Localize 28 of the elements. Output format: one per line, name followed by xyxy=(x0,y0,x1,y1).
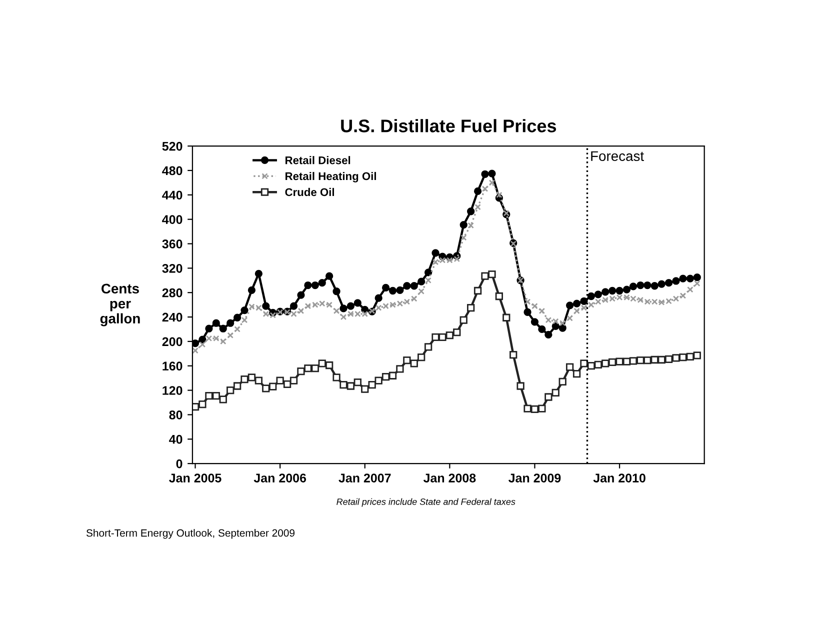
y-tick-label: 240 xyxy=(162,312,182,322)
y-tick-label: 520 xyxy=(162,142,182,151)
x-tick-label: Jan 2008 xyxy=(423,474,476,482)
y-tick-label: 40 xyxy=(169,434,182,444)
y-tick-label: 0 xyxy=(176,459,182,468)
legend-label: Retail Heating Oil xyxy=(286,172,376,182)
y-tick-label: 320 xyxy=(162,264,182,273)
y-tick-label: 360 xyxy=(162,240,182,248)
y-tick-label: 440 xyxy=(162,190,182,200)
x-tick-label: Jan 2006 xyxy=(254,474,306,482)
y-tick-label: 80 xyxy=(169,410,182,420)
chart-title: U.S. Distillate Fuel Prices xyxy=(341,119,556,132)
y-tick-label: 480 xyxy=(162,166,182,176)
y-tick-label: 160 xyxy=(162,362,182,371)
y-tick-label: 120 xyxy=(162,386,182,395)
text: Retail prices include State and Federal taxes xyxy=(336,498,516,507)
x-tick-label: Jan 2007 xyxy=(338,474,391,482)
legend-label: Retail Diesel xyxy=(286,156,350,164)
text: Short-Term Energy Outlook, September 2009 xyxy=(86,529,295,539)
y-tick-label: 280 xyxy=(162,288,182,298)
y-tick-label: 200 xyxy=(162,337,182,346)
x-tick-label: Jan 2005 xyxy=(169,474,222,482)
y-tick-label: 400 xyxy=(162,215,182,224)
y-axis-title: Cents per gallon xyxy=(100,284,140,326)
legend-label: Crude Oil xyxy=(285,188,334,196)
x-tick-label: Jan 2010 xyxy=(593,474,646,482)
ref-line-label: Forecast xyxy=(591,151,644,162)
x-tick-label: Jan 2009 xyxy=(508,474,561,482)
